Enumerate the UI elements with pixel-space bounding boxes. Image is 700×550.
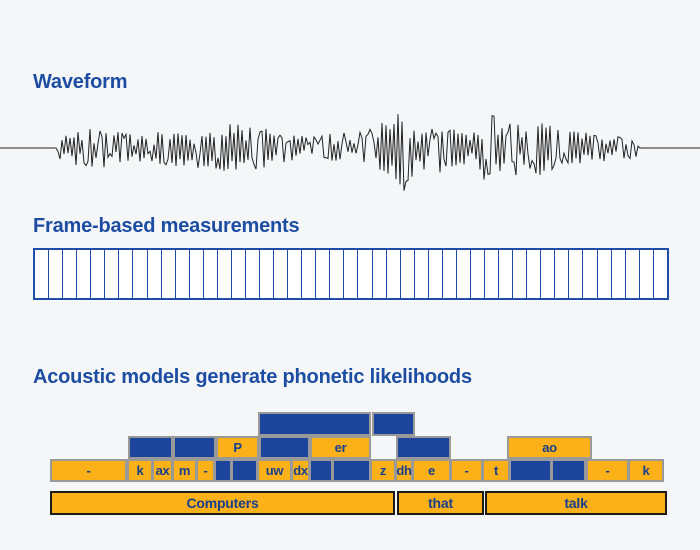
- frames-title: Frame-based measurements: [33, 215, 300, 237]
- frame-cell: [231, 250, 246, 298]
- frame-cell: [77, 250, 92, 298]
- frame-cell: [386, 250, 401, 298]
- waveform-title: Waveform: [33, 71, 128, 93]
- frame-cell: [611, 250, 626, 298]
- frame-cell: [63, 250, 78, 298]
- frame-cell: [133, 250, 148, 298]
- frame-cell: [274, 250, 289, 298]
- phone-block-z: z: [370, 459, 396, 482]
- frame-cell: [428, 250, 443, 298]
- frame-cell: [527, 250, 542, 298]
- likelihood-block: [231, 459, 258, 482]
- frame-cell: [569, 250, 584, 298]
- frame-cell: [414, 250, 429, 298]
- frame-cell: [372, 250, 387, 298]
- likelihood-block: [509, 459, 552, 482]
- phone-block-k: k: [127, 459, 153, 482]
- likelihood-block: [259, 436, 310, 459]
- waveform-plot: [0, 114, 700, 191]
- phone-block-dash: -: [50, 459, 127, 482]
- frame-cell: [316, 250, 331, 298]
- frame-cell: [35, 250, 50, 298]
- phone-block-dx: dx: [291, 459, 310, 482]
- frame-cell: [625, 250, 640, 298]
- likelihood-block: [173, 436, 216, 459]
- phone-block-uw: uw: [257, 459, 292, 482]
- phone-block-dash: -: [586, 459, 629, 482]
- frame-cell: [260, 250, 275, 298]
- phone-block-P: P: [216, 436, 259, 459]
- frame-cell: [499, 250, 514, 298]
- phone-block-ax: ax: [152, 459, 173, 482]
- likelihood-block: [396, 436, 451, 459]
- frame-cell: [189, 250, 204, 298]
- frame-cell: [245, 250, 260, 298]
- frame-cell: [161, 250, 176, 298]
- frame-cell: [555, 250, 570, 298]
- frame-cell: [344, 250, 359, 298]
- frame-cell: [639, 250, 654, 298]
- frame-cell: [400, 250, 415, 298]
- word-block-that: that: [397, 491, 484, 515]
- phone-block-t: t: [482, 459, 510, 482]
- frame-cell: [203, 250, 218, 298]
- likelihood-block: [332, 459, 371, 482]
- likelihood-block: [258, 412, 371, 436]
- likelihood-block: [309, 459, 333, 482]
- acoustic-title: Acoustic models generate phonetic likeli…: [33, 366, 472, 388]
- frame-cell: [119, 250, 134, 298]
- frame-cell: [358, 250, 373, 298]
- frame-cell: [583, 250, 598, 298]
- frame-cell: [49, 250, 64, 298]
- phone-block-er: er: [310, 436, 371, 459]
- frame-cell: [147, 250, 162, 298]
- frame-cell: [175, 250, 190, 298]
- phone-block-m: m: [172, 459, 197, 482]
- likelihood-block: [214, 459, 232, 482]
- word-block-talk: talk: [485, 491, 667, 515]
- frame-cell: [330, 250, 345, 298]
- frame-cell: [541, 250, 556, 298]
- phone-block-ao: ao: [507, 436, 592, 459]
- phone-block-k: k: [628, 459, 664, 482]
- frame-cell: [485, 250, 500, 298]
- frame-cell: [91, 250, 106, 298]
- frame-cell: [442, 250, 457, 298]
- frame-cell: [288, 250, 303, 298]
- word-block-Computers: Computers: [50, 491, 395, 515]
- waveform-line: [0, 114, 700, 191]
- likelihood-block: [372, 412, 415, 436]
- frame-cell: [653, 250, 667, 298]
- frame-cell: [470, 250, 485, 298]
- frame-cell: [217, 250, 232, 298]
- likelihood-block: [551, 459, 586, 482]
- frame-cell: [302, 250, 317, 298]
- phone-block-dash: -: [450, 459, 483, 482]
- phone-block-dash: -: [196, 459, 215, 482]
- frame-grid: [33, 248, 669, 300]
- frame-cell: [105, 250, 120, 298]
- frame-cell: [597, 250, 612, 298]
- phone-block-e: e: [412, 459, 451, 482]
- frame-cell: [456, 250, 471, 298]
- phone-block-dh: dh: [395, 459, 413, 482]
- likelihood-block: [128, 436, 173, 459]
- frame-cell: [513, 250, 528, 298]
